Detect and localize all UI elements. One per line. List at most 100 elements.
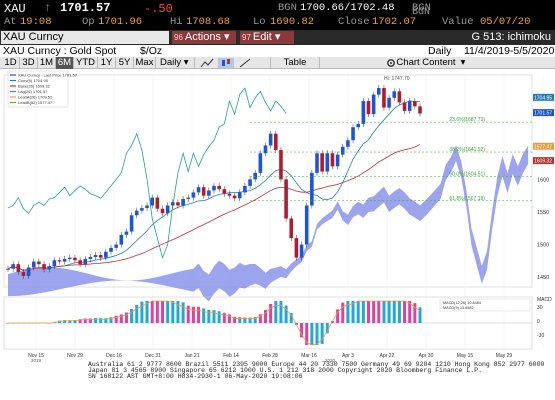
close-label: Close [338,16,370,28]
price-tick-label: 1450 [537,275,549,281]
macd-bar [310,323,314,345]
macd-bar [150,301,154,323]
macd-bar [289,312,293,323]
macd-bar [88,318,92,323]
macd-legend-entry: MACD(12,26) 10.8484 [443,301,481,305]
gear-icon[interactable] [386,58,396,68]
candle-body [201,187,206,196]
edit-menu-button[interactable]: 97 Edit ▾ [240,31,294,44]
candle-body [304,205,309,245]
candle-body [237,192,242,199]
period-max[interactable]: Max [134,57,156,69]
bid-ask: 1700.66/1702.48 [300,2,395,14]
command-input[interactable]: XAU Curncy [1,31,169,44]
candle-body [366,101,371,115]
date-tick-label: Feb 28 [262,353,278,359]
candle-body [11,264,15,269]
price-change: -.50 [144,2,173,16]
up-arrow-icon: ↑ [44,1,52,15]
macd-bar [155,301,159,323]
open-value: 1701.96 [98,16,143,28]
period-6m[interactable]: 6M [56,57,74,69]
frequency-select[interactable]: Daily ▾ [157,57,195,69]
macd-bar [387,301,391,323]
macd-bar [83,318,87,323]
footer-line-3: SN 168122 AST GMT+8:00 H834-2930-1 06-Ma… [88,373,303,380]
macd-bar [176,301,180,323]
line-chart-icon[interactable] [200,58,214,68]
period-3d[interactable]: 3D [20,57,38,69]
candle-body [62,258,67,262]
last-price: 1701.57 [60,1,111,15]
candle-body [140,208,144,211]
chart-content-button[interactable]: Chart Content [396,57,456,68]
candle-body [310,172,314,206]
footer-disclaimer: Australia 61 2 9777 8600 Brazil 5511 239… [0,361,555,392]
candle-body [119,234,124,245]
macd-bar [63,320,67,323]
macd-bar [341,302,345,323]
period-1m[interactable]: 1M [38,57,56,69]
command-bar: XAU Curncy 96 Actions ▾ 97 Edit ▾ G 513: i… [0,30,555,45]
date-tick-label: Nov 15 [28,353,44,359]
macd-bar [264,310,267,323]
macd-bar [361,301,365,323]
candle-body [279,150,283,180]
candle-body [165,205,170,214]
candle-body [83,258,88,265]
price-tick-label: 1550 [537,210,549,216]
candle-body [114,244,118,248]
date-tick-label: Dec 31 [145,353,161,359]
chevron-down-icon[interactable]: ▾ [460,57,466,68]
candle-body [243,185,247,193]
candle-body [382,88,386,108]
candle-body [315,153,319,173]
candle-body [387,97,391,108]
candle-body [418,106,422,114]
macd-bar [403,301,407,323]
candle-body [124,231,129,235]
date-tick-label: Mar 16 [301,353,317,359]
ichimoku-chart[interactable]: 23.6%(1687.73) 38.2%(1641.92) 50.0%(1604.5… [0,69,555,400]
actions-menu-button[interactable]: 96 Actions ▾ [172,31,236,44]
macd-bar [300,323,304,338]
price-tick-label: 1500 [537,243,549,249]
candle-body [284,179,288,219]
draw-tool-icon[interactable] [238,58,252,68]
legend-entry: Conv(9) 1704.95 [18,78,49,83]
macd-bar [161,301,164,323]
candle-body [340,146,345,155]
macd-bar [258,314,262,323]
date-tick-label: Dec 16 [106,353,122,359]
macd-bar [207,309,211,323]
macd-bar [284,305,288,323]
table-button[interactable]: Table [270,57,320,69]
macd-bar [109,317,113,323]
candle-body [274,133,278,151]
candle-body [68,257,72,259]
price-badge-label: 1701.57 [534,111,552,117]
candle-body [129,215,134,232]
candle-body [217,185,221,190]
candle-chart-icon[interactable] [218,58,234,68]
period-1d[interactable]: 1D [2,57,20,69]
macd-bar [135,304,139,323]
candle-body [191,192,196,198]
macd-bar [243,317,247,323]
candle-body [181,198,185,206]
price-badge [533,109,554,117]
candle-body [73,257,77,261]
period-ytd[interactable]: YTD [74,57,98,69]
macd-bar [413,303,417,323]
candle-body [160,208,165,214]
candle-body [351,127,355,141]
date-range: 11/4/2019-5/5/2020 [464,45,555,57]
macd-bar [104,318,108,323]
period-5y[interactable]: 5Y [116,57,134,69]
candle-body [196,187,201,193]
period-1y[interactable]: 1Y [98,57,116,69]
price-badge [533,157,554,165]
macd-bar [325,323,329,334]
price-badge [533,93,554,101]
date-tick-label: Jan 21 [184,353,199,359]
